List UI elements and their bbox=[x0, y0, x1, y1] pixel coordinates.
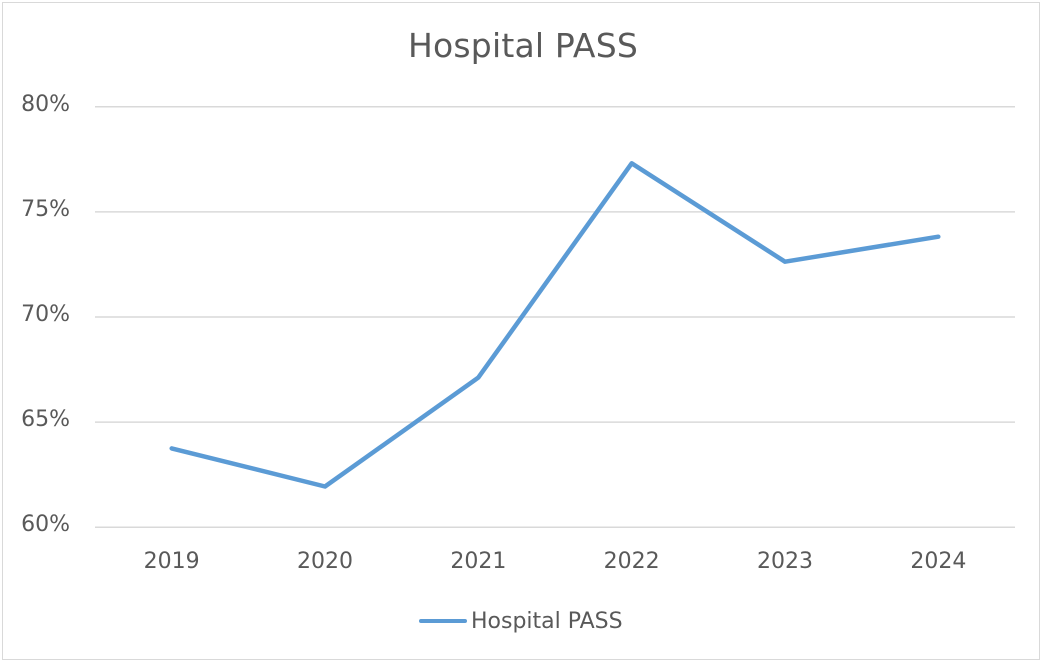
x-tick-label: 2022 bbox=[603, 549, 660, 574]
legend-label: Hospital PASS bbox=[471, 608, 623, 634]
series-line-hospital-pass bbox=[169, 161, 941, 489]
x-tick-label: 2021 bbox=[450, 549, 507, 574]
legend-line-icon bbox=[419, 619, 467, 623]
chart-title: Hospital PASS bbox=[408, 26, 638, 65]
y-tick-label: 70% bbox=[21, 302, 70, 327]
x-tick-label: 2023 bbox=[757, 549, 813, 574]
legend: Hospital PASS bbox=[419, 606, 623, 636]
x-tick-label: 2020 bbox=[297, 549, 353, 574]
y-tick-label: 65% bbox=[21, 407, 70, 433]
y-tick-label: 75% bbox=[21, 196, 70, 222]
x-tick-label: 2019 bbox=[143, 549, 200, 574]
gridlines bbox=[95, 105, 1015, 529]
y-tick-label: 80% bbox=[21, 91, 70, 117]
x-tick-label: 2024 bbox=[910, 549, 967, 574]
y-tick-label: 60% bbox=[21, 512, 70, 538]
